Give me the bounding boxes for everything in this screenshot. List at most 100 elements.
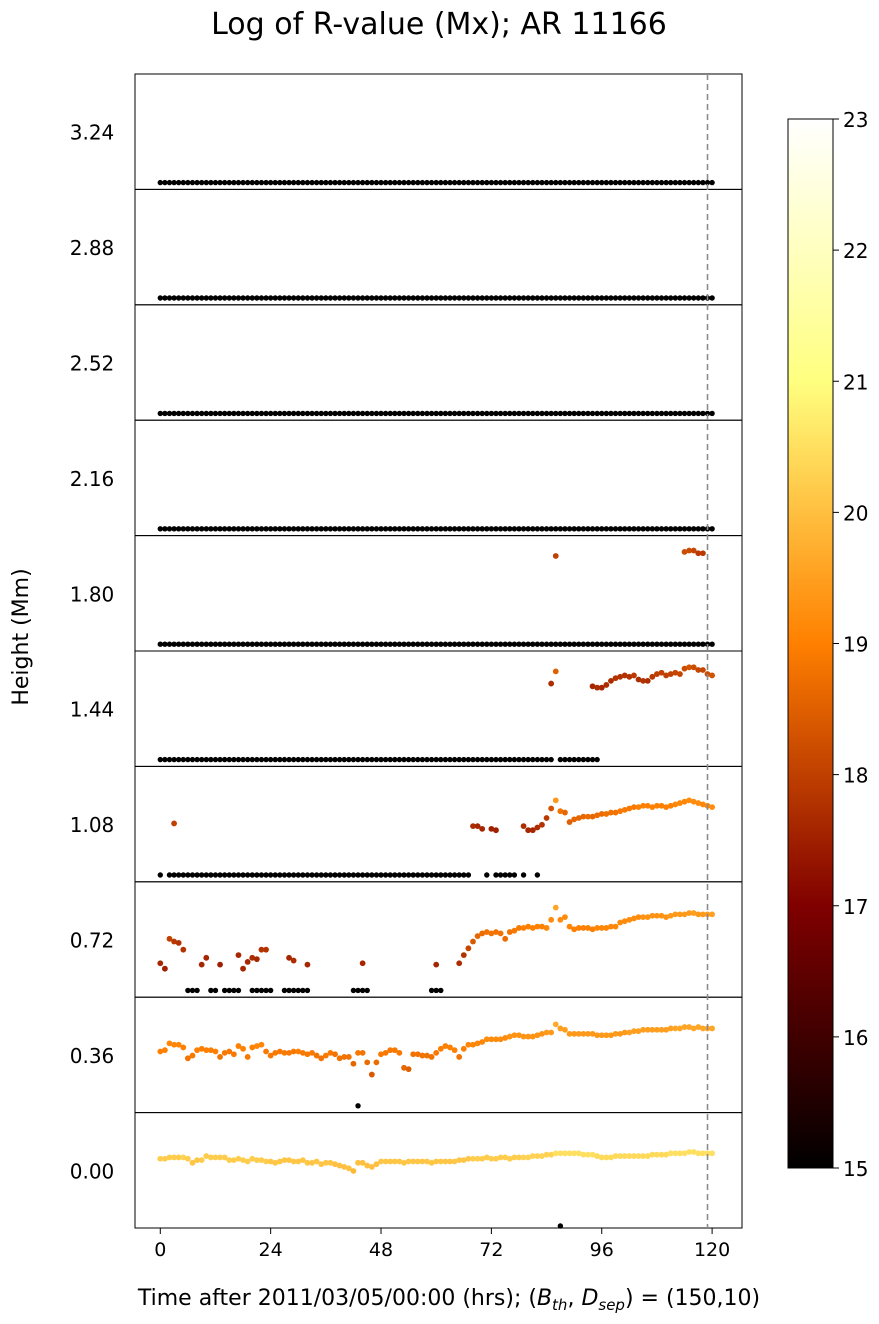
floor-point [640, 179, 646, 186]
data-point [686, 547, 693, 554]
floor-point [281, 641, 288, 647]
data-point [543, 1029, 550, 1036]
floor-point [493, 526, 499, 532]
data-point [585, 1151, 591, 1158]
floor-point [654, 641, 660, 647]
data-point [580, 1030, 587, 1037]
floor-point [318, 641, 324, 647]
floor-point [272, 410, 278, 417]
floor-point [382, 410, 389, 417]
data-point [502, 1154, 509, 1161]
floor-point [525, 526, 531, 532]
colorbar-tick-label: 22 [843, 239, 868, 263]
data-point [557, 808, 564, 815]
floor-point [516, 410, 522, 417]
floor-point [539, 641, 545, 647]
floor-point [221, 987, 228, 994]
data-point [442, 1043, 449, 1049]
panel-height-label: 1.80 [70, 582, 115, 606]
data-point [414, 1051, 421, 1058]
floor-point [603, 410, 610, 417]
floor-point [258, 756, 265, 763]
floor-point [704, 410, 711, 417]
floor-point [378, 641, 384, 647]
data-point [396, 1049, 403, 1056]
floor-point [263, 295, 269, 301]
floor-point [240, 641, 246, 647]
floor-point [235, 526, 242, 532]
data-point [207, 1154, 214, 1161]
data-point [336, 1162, 343, 1169]
floor-point [217, 872, 223, 878]
floor-point [281, 872, 288, 878]
floor-point [166, 872, 173, 878]
data-point [460, 1045, 467, 1052]
data-point [631, 1153, 637, 1159]
data-point [649, 673, 656, 680]
data-point [677, 911, 683, 918]
data-point [552, 1150, 559, 1157]
data-point [470, 823, 476, 830]
floor-point [341, 526, 347, 532]
floor-point [175, 641, 182, 647]
floor-point [599, 295, 605, 301]
data-point [235, 1043, 242, 1049]
data-point [649, 804, 656, 811]
floor-point [240, 872, 246, 878]
floor-point [286, 410, 292, 417]
floor-point [281, 295, 288, 301]
floor-point [290, 756, 297, 763]
floor-point [194, 295, 200, 301]
floor-point [470, 526, 476, 532]
floor-point [235, 987, 242, 994]
floor-point [281, 410, 288, 417]
floor-point [645, 410, 651, 417]
data-point [391, 1158, 398, 1165]
floor-point [571, 179, 577, 186]
floor-point [162, 295, 168, 301]
data-point [424, 1158, 430, 1165]
x-axis-label-dsep: D [581, 1286, 598, 1311]
floor-point [534, 410, 541, 417]
floor-point [359, 179, 366, 186]
data-point [663, 1151, 670, 1158]
data-point [493, 929, 499, 935]
floor-point [217, 295, 223, 301]
floor-point [217, 641, 223, 647]
data-point [267, 1158, 274, 1165]
data-point [649, 1026, 656, 1033]
data-point [672, 669, 679, 676]
x-tick-label: 24 [259, 1239, 283, 1261]
floor-point [585, 410, 591, 417]
floor-point [327, 641, 334, 647]
x-axis-label-main: Time after 2011/03/05/00:00 (hrs); ( [137, 1286, 537, 1311]
floor-point [217, 179, 223, 186]
floor-point [433, 872, 439, 878]
x-tick-label: 48 [369, 1239, 393, 1261]
floor-point [442, 756, 449, 763]
floor-point [350, 641, 357, 647]
floor-point [415, 410, 421, 417]
floor-point [392, 526, 398, 532]
x-axis-label-bth-sub: th [552, 1296, 567, 1314]
floor-point [313, 756, 320, 763]
data-point [608, 809, 614, 816]
floor-point [309, 756, 315, 763]
data-point [474, 933, 481, 940]
floor-point [548, 179, 554, 186]
data-point [235, 952, 242, 959]
floor-point [649, 179, 656, 186]
data-point [631, 804, 637, 811]
floor-point [309, 526, 315, 532]
floor-point [474, 756, 481, 763]
floor-point [373, 641, 380, 647]
floor-point [373, 756, 380, 763]
floor-point [465, 295, 472, 301]
floor-point [359, 410, 366, 417]
floor-point [428, 526, 435, 532]
data-point [700, 911, 706, 918]
data-point [539, 821, 545, 828]
data-point [433, 1049, 440, 1056]
floor-point [171, 872, 177, 878]
data-point [359, 1159, 366, 1166]
